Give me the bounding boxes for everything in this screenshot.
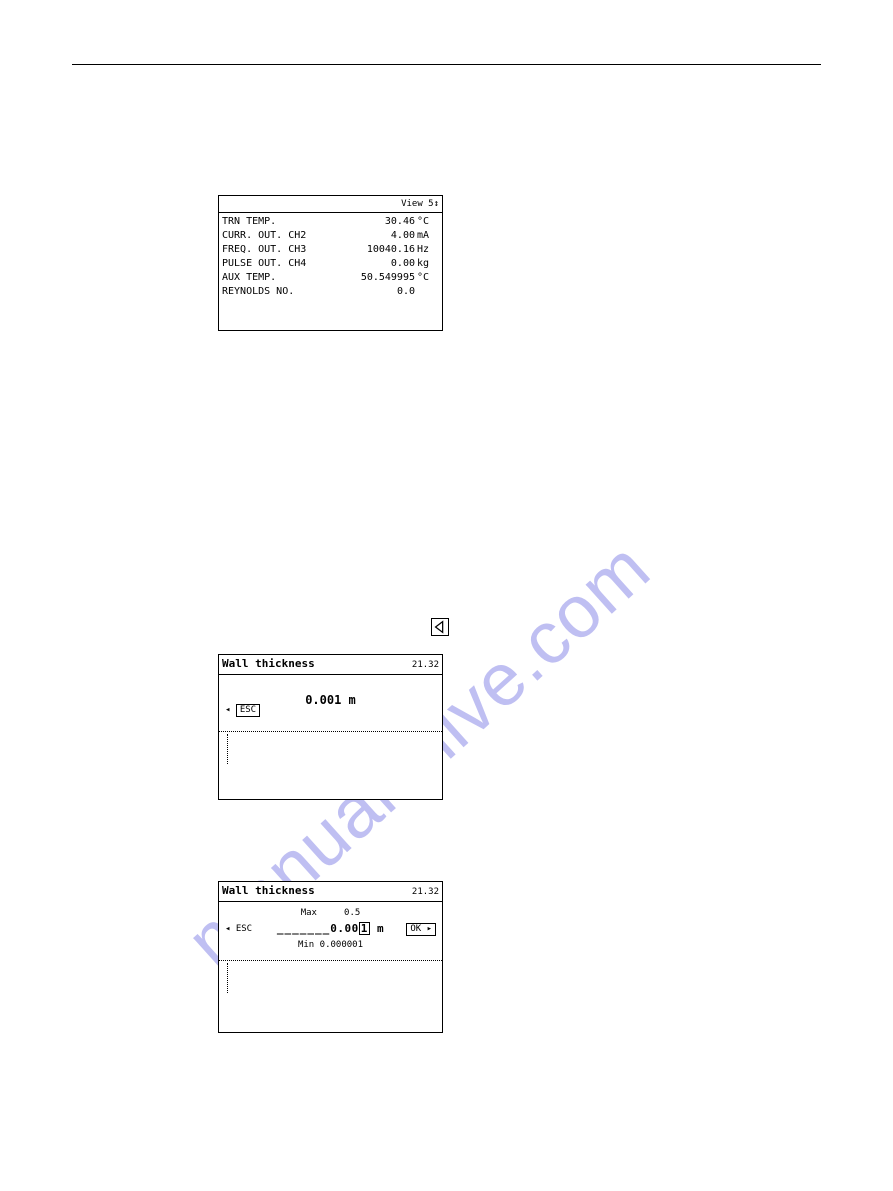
data-label: PULSE OUT. CH4	[222, 257, 310, 271]
data-unit: Hz	[417, 243, 439, 257]
data-row: CURR. OUT. CH24.00mA	[222, 229, 439, 243]
data-value: 30.46	[310, 215, 417, 229]
data-value: 0.0	[310, 285, 417, 299]
horizontal-rule	[72, 64, 821, 65]
max-value: 0.5	[344, 908, 360, 918]
data-row: TRN TEMP.30.46°C	[222, 215, 439, 229]
lcd-panel-wall-thickness-edit: Wall thickness 21.32 Max 0.5 ◂ ESC _____…	[218, 881, 443, 1033]
max-row: Max 0.5	[225, 906, 436, 920]
data-row: PULSE OUT. CH40.00kg	[222, 257, 439, 271]
dotted-separator	[219, 731, 442, 732]
editable-value[interactable]: _______0.001 m	[277, 922, 384, 936]
data-unit: °C	[417, 271, 439, 285]
panel-code: 21.32	[412, 658, 439, 672]
ok-area[interactable]: OK ▸	[406, 922, 436, 936]
panel-header: View 5↕	[219, 196, 442, 213]
data-rows-container: TRN TEMP.30.46°CCURR. OUT. CH24.00mAFREQ…	[219, 213, 442, 301]
esc-area[interactable]: ◂ ESC	[225, 922, 252, 936]
data-label: FREQ. OUT. CH3	[222, 243, 310, 257]
value-cursor-digit[interactable]: 1	[359, 922, 370, 935]
view-indicator: View 5↕	[401, 197, 439, 211]
data-label: AUX TEMP.	[222, 271, 310, 285]
data-row: FREQ. OUT. CH310040.16Hz	[222, 243, 439, 257]
dotted-vertical	[227, 734, 442, 764]
min-row: Min 0.000001	[225, 938, 436, 952]
chevron-right-icon: ▸	[427, 924, 432, 934]
chevron-left-icon: ◂	[225, 924, 230, 934]
data-value: 0.00	[310, 257, 417, 271]
min-value: 0.000001	[320, 940, 363, 950]
data-label: CURR. OUT. CH2	[222, 229, 310, 243]
value-unit: m	[377, 922, 384, 935]
panel-title-bar: Wall thickness 21.32	[219, 655, 442, 675]
data-value: 4.00	[310, 229, 417, 243]
data-unit: kg	[417, 257, 439, 271]
panel-code: 21.32	[412, 885, 439, 899]
data-row: REYNOLDS NO.0.0	[222, 285, 439, 299]
value-display: 0.001 m	[219, 675, 442, 713]
lcd-panel-wall-thickness-view: Wall thickness 21.32 ◂ ESC 0.001 m	[218, 654, 443, 800]
panel-title: Wall thickness	[222, 657, 315, 671]
data-unit	[417, 285, 439, 299]
min-label: Min	[298, 940, 314, 950]
panel-title: Wall thickness	[222, 884, 315, 898]
value-digits: 0.00	[330, 922, 359, 935]
value-edit-row: ◂ ESC _______0.001 m OK ▸	[225, 922, 436, 936]
panel-title-bar: Wall thickness 21.32	[219, 882, 442, 902]
data-unit: °C	[417, 215, 439, 229]
data-row: AUX TEMP.50.549995°C	[222, 271, 439, 285]
esc-label: ESC	[236, 924, 252, 934]
dotted-separator	[219, 960, 442, 961]
dotted-vertical	[227, 963, 442, 993]
data-unit: mA	[417, 229, 439, 243]
data-value: 50.549995	[310, 271, 417, 285]
data-value: 10040.16	[310, 243, 417, 257]
max-label: Max	[301, 908, 317, 918]
lcd-panel-view5: View 5↕ TRN TEMP.30.46°CCURR. OUT. CH24.…	[218, 195, 443, 331]
data-label: REYNOLDS NO.	[222, 285, 310, 299]
ok-button[interactable]: OK ▸	[406, 923, 436, 936]
data-label: TRN TEMP.	[222, 215, 310, 229]
back-icon[interactable]	[431, 618, 449, 636]
value-placeholder-dashes: _______	[277, 922, 330, 935]
